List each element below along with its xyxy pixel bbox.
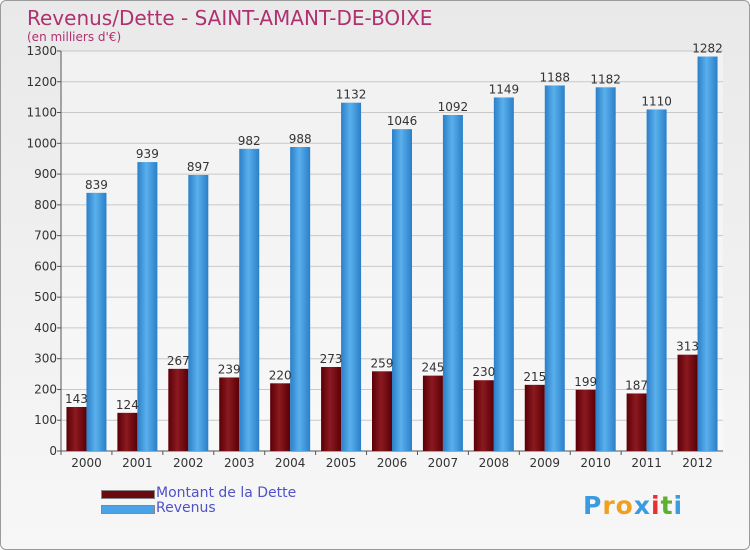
y-tick-label: 1100 [26,106,57,120]
bar-dette [626,393,647,451]
data-label-dette: 124 [116,398,139,412]
bar-dette [219,377,240,451]
data-label-dette: 187 [625,378,648,392]
y-tick-label: 1300 [26,44,57,58]
x-tick-label: 2005 [326,456,357,470]
x-tick-label: 2007 [428,456,459,470]
bar-revenus [86,192,107,451]
y-tick-label: 300 [34,352,57,366]
data-label-revenus: 1046 [387,114,418,128]
bar-dette [168,368,189,451]
bar-dette [422,375,443,451]
bar-revenus [544,85,565,451]
y-tick-label: 1200 [26,75,57,89]
bar-dette [677,354,698,451]
bar-revenus [595,87,616,452]
bar-revenus [239,148,260,451]
data-label-revenus: 1092 [438,100,469,114]
data-label-revenus: 982 [238,134,261,148]
bar-dette [117,412,138,451]
chart-subtitle: (en milliers d'€) [27,30,122,44]
bar-revenus [188,175,209,451]
x-tick-label: 2002 [173,456,204,470]
x-tick-label: 2004 [275,456,306,470]
data-label-dette: 230 [472,365,495,379]
x-tick-label: 2011 [631,456,662,470]
x-tick-label: 2001 [122,456,153,470]
bar-dette [473,380,494,451]
data-label-revenus: 939 [136,147,159,161]
logo-letter: r [602,491,616,520]
x-tick-label: 2008 [479,456,510,470]
y-tick-label: 100 [34,413,57,427]
legend-label-revenus: Revenus [156,500,216,516]
data-label-dette: 220 [269,368,292,382]
y-tick-label: 200 [34,382,57,396]
bar-revenus [493,97,514,451]
logo-letter: i [651,491,661,520]
data-label-dette: 199 [574,375,597,389]
y-tick-label: 400 [34,321,57,335]
bar-dette [270,383,291,451]
data-label-revenus: 988 [289,132,312,146]
data-label-dette: 239 [218,362,241,376]
y-tick-label: 900 [34,167,57,181]
y-tick-label: 0 [49,444,57,458]
y-tick-label: 1000 [26,136,57,150]
bar-dette [66,407,87,451]
bar-revenus [137,162,158,452]
y-tick-label: 700 [34,229,57,243]
data-label-revenus: 1132 [336,88,367,102]
y-tick-label: 800 [34,198,57,212]
x-tick-label: 2009 [529,456,560,470]
bar-dette [524,384,545,451]
bar-revenus [392,129,412,451]
data-label-revenus: 839 [85,178,108,192]
data-label-dette: 215 [523,370,546,384]
data-label-dette: 267 [167,354,190,368]
logo-letter: i [673,491,684,520]
data-label-revenus: 897 [187,160,210,174]
y-tick-label: 500 [34,290,57,304]
x-tick-label: 2003 [224,456,255,470]
data-label-dette: 143 [65,392,88,406]
data-label-dette: 273 [320,352,343,366]
data-label-dette: 259 [371,356,394,370]
x-tick-label: 2006 [377,456,408,470]
proxiti-logo: Proxiti [583,491,683,520]
data-label-dette: 313 [676,340,699,354]
data-label-dette: 245 [421,361,444,375]
x-tick-label: 2012 [682,456,713,470]
chart-title: Revenus/Dette - SAINT-AMANT-DE-BOIXE [27,6,433,30]
legend-swatch-revenus [101,505,155,514]
logo-letter: x [633,491,651,520]
bar-revenus [442,115,463,451]
logo-letter: t [660,491,674,520]
data-label-revenus: 1282 [692,42,723,56]
x-tick-label: 2000 [71,456,102,470]
y-tick-label: 600 [34,259,57,273]
bar-dette [575,389,596,451]
logo-letter: P [583,491,603,520]
bar-dette [372,371,392,451]
data-label-revenus: 1110 [641,94,672,108]
bar-revenus [341,102,362,451]
data-label-revenus: 1182 [590,72,621,86]
x-tick-label: 2010 [580,456,611,470]
data-label-revenus: 1188 [539,70,570,84]
bar-revenus [646,109,667,451]
logo-letter: o [615,491,634,520]
data-label-revenus: 1149 [489,82,520,96]
bar-revenus [697,56,718,452]
legend-label-dette: Montant de la Dette [156,485,297,501]
legend-swatch-dette [101,490,155,499]
bar-revenus [290,147,311,451]
bar-dette [321,367,342,451]
